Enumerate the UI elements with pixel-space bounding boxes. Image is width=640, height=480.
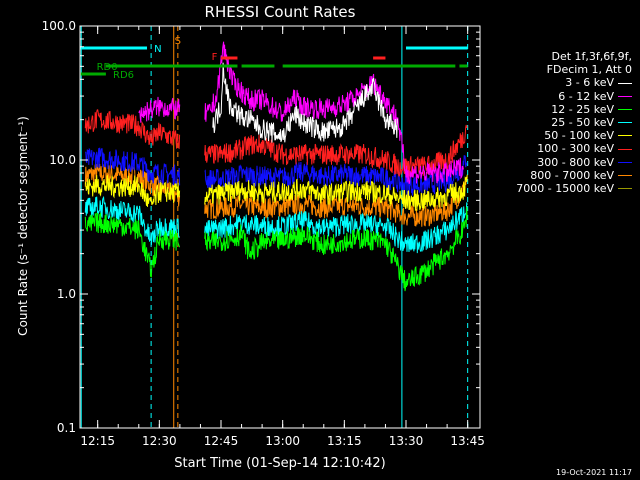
annotation-label: N: [154, 44, 161, 55]
legend-entry: 6 - 12 keV: [480, 90, 632, 103]
series-line: [212, 62, 398, 143]
annotation-label: S: [175, 36, 181, 47]
legend-swatch: [618, 188, 632, 190]
chart-title: RHESSI Count Rates: [205, 3, 356, 21]
x-tick-label: 13:00: [265, 434, 300, 448]
annotation-label: F: [212, 52, 218, 63]
y-tick-label: 0.1: [57, 421, 76, 435]
legend-entry: 25 - 50 keV: [480, 116, 632, 129]
legend: Det 1f,3f,6f,9f, FDecim 1, Att 0 3 - 6 k…: [480, 50, 632, 195]
y-tick-label: 100.0: [42, 19, 76, 33]
legend-swatch: [618, 108, 632, 110]
x-tick-label: 13:15: [327, 434, 362, 448]
legend-header-line: FDecim 1, Att 0: [546, 63, 632, 77]
legend-entry: 300 - 800 keV: [480, 156, 632, 169]
legend-header-line: Det 1f,3f,6f,9f,: [551, 50, 632, 63]
annotation-label: RD0: [97, 62, 118, 73]
x-tick-label: 13:30: [389, 434, 424, 448]
annotation-label: RD6: [113, 70, 134, 81]
legend-label: 7000 - 15000 keV: [516, 182, 614, 196]
legend-entry: 800 - 7000 keV: [480, 169, 632, 182]
legend-entry: 7000 - 15000 keV: [480, 182, 632, 195]
legend-entry: 50 - 100 keV: [480, 129, 632, 142]
legend-swatch: [618, 122, 632, 124]
legend-label: 50 - 100 keV: [544, 129, 614, 143]
plot-frame: [79, 25, 481, 429]
axes-layer: 0.1 1.0 10.0 100.0 12:15 12:30 12:45 13:00 13:15…: [42, 19, 485, 448]
legend-entry: 3 - 6 keV: [480, 76, 632, 89]
legend-swatch: [618, 95, 632, 97]
series-line: [84, 206, 468, 292]
footer-timestamp: 19-Oct-2021 11:17: [556, 468, 632, 477]
legend-label: 3 - 6 keV: [565, 76, 614, 90]
legend-swatch: [618, 82, 632, 84]
legend-label: 300 - 800 keV: [537, 155, 614, 169]
y-axis-label: Count Rate (s⁻¹ detector segment⁻¹): [16, 116, 30, 336]
legend-label: 6 - 12 keV: [558, 89, 614, 103]
y-tick-label: 1.0: [57, 287, 76, 301]
x-axis-label: Start Time (01-Sep-14 12:10:42): [174, 456, 385, 471]
legend-label: 12 - 25 keV: [551, 102, 614, 116]
series-line: [84, 174, 468, 211]
y-tick-label: 10.0: [49, 153, 76, 167]
x-tick-label: 12:45: [204, 434, 239, 448]
x-tick-label: 12:15: [80, 434, 115, 448]
legend-swatch: [618, 148, 632, 150]
legend-label: 800 - 7000 keV: [530, 168, 614, 182]
legend-entry: 12 - 25 keV: [480, 103, 632, 116]
legend-swatch: [618, 161, 632, 163]
series-line: [138, 41, 464, 185]
legend-entry: 100 - 300 keV: [480, 142, 632, 155]
x-tick-label: 12:30: [142, 434, 177, 448]
legend-swatch: [618, 135, 632, 137]
x-tick-label: 13:45: [450, 434, 485, 448]
legend-swatch: [618, 174, 632, 176]
legend-label: 100 - 300 keV: [537, 142, 614, 156]
legend-label: 25 - 50 keV: [551, 116, 614, 130]
